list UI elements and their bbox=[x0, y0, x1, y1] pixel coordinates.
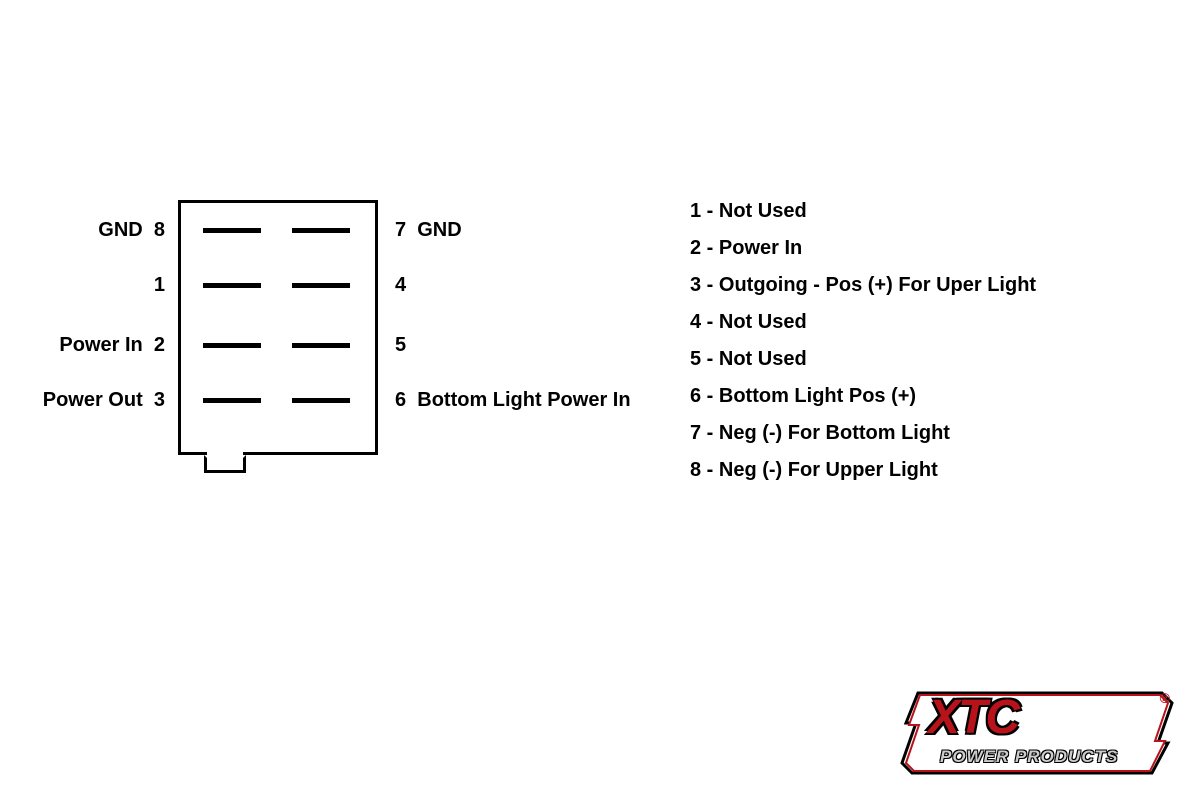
legend-item-7: 7 - Neg (-) For Bottom Light bbox=[690, 422, 1170, 445]
pin-3-slot bbox=[203, 398, 261, 403]
legend-item-5: 5 - Not Used bbox=[690, 348, 1170, 371]
legend-item-1: 1 - Not Used bbox=[690, 200, 1170, 223]
legend-item-2: 2 - Power In bbox=[690, 237, 1170, 260]
pin-6-label: 6 Bottom Light Power In bbox=[395, 389, 631, 412]
brand-logo: XTC POWER PRODUCTS ® bbox=[900, 685, 1180, 780]
logo-main-text: XTC bbox=[928, 690, 1018, 745]
pin-3-label: Power Out 3 bbox=[43, 389, 165, 412]
pin-2-label: Power In 2 bbox=[59, 334, 165, 357]
registered-mark-icon: ® bbox=[1160, 690, 1170, 706]
pin-7-label: 7 GND bbox=[395, 219, 462, 242]
pin-7-slot bbox=[292, 228, 350, 233]
pin-8-label: GND 8 bbox=[98, 219, 165, 242]
pin-2-slot bbox=[203, 343, 261, 348]
pin-1-label: 1 bbox=[143, 274, 165, 297]
legend-item-8: 8 - Neg (-) For Upper Light bbox=[690, 459, 1170, 482]
pin-8-slot bbox=[203, 228, 261, 233]
pin-5-label: 5 bbox=[395, 334, 417, 357]
pin-6-slot bbox=[292, 398, 350, 403]
pin-1-slot bbox=[203, 283, 261, 288]
legend-item-4: 4 - Not Used bbox=[690, 311, 1170, 334]
connector-outline bbox=[178, 200, 378, 455]
pin-5-slot bbox=[292, 343, 350, 348]
pin-4-label: 4 bbox=[395, 274, 417, 297]
pin-4-slot bbox=[292, 283, 350, 288]
legend-item-6: 6 - Bottom Light Pos (+) bbox=[690, 385, 1170, 408]
pinout-legend: 1 - Not Used 2 - Power In 3 - Outgoing -… bbox=[690, 200, 1170, 496]
legend-item-3: 3 - Outgoing - Pos (+) For Uper Light bbox=[690, 274, 1170, 297]
logo-sub-text: POWER PRODUCTS bbox=[940, 747, 1118, 767]
